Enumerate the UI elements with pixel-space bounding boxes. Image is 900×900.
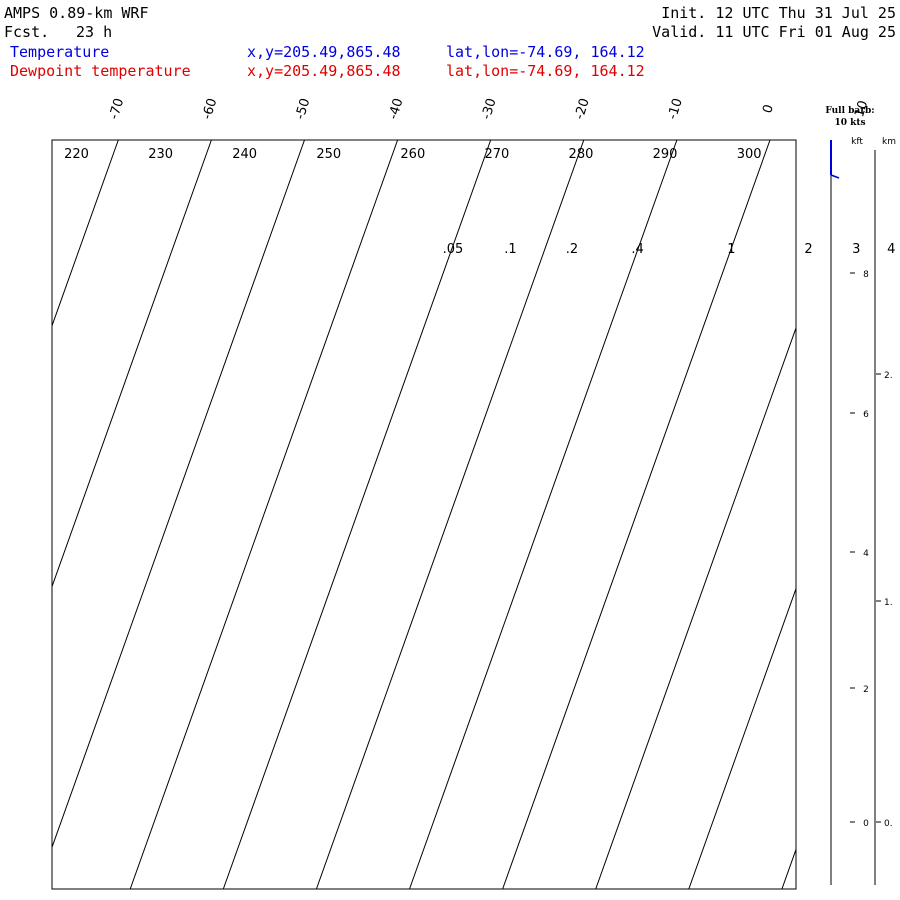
theta-label: 250 [316,147,341,162]
kft-tick-label: 0 [863,819,869,829]
kft-label: kft [851,137,863,147]
theta-label: 240 [232,147,257,162]
theta-label: 230 [148,147,173,162]
kft-tick-label: 2 [863,685,869,695]
mixing-ratio-label: .4 [631,242,643,257]
height-axis: 8 6 4 2 0 2. 1. 0. [850,150,893,885]
isotherm-line [52,140,119,328]
isotherm-label: -30 [479,97,500,122]
mixing-ratio-label: 4 [887,242,895,257]
barb-key-flag [830,174,840,179]
isotherm-line [129,140,399,889]
isotherm-line [222,140,492,889]
barb-key-line1: Full barb: [825,106,874,116]
mixing-ratio-label: 3 [852,242,860,257]
km-tick-label: 2. [884,371,893,381]
mixing-ratio-label: .05 [443,242,464,257]
theta-label: 270 [484,147,509,162]
legend: Temperature x,y=205.49,865.48 lat,lon=-7… [10,43,645,80]
legend-dewpoint-latlon: lat,lon=-74.69, 164.12 [446,62,645,80]
kft-tick-label: 6 [863,410,869,420]
theta-label: 280 [569,147,594,162]
theta-label: 220 [64,147,89,162]
legend-dewpoint: Dewpoint temperature [10,62,191,80]
legend-dewpoint-xy: x,y=205.49,865.48 [247,62,401,80]
isotherm-line [315,140,585,889]
isotherm-label: -70 [107,97,128,122]
isotherm-line [0,140,25,889]
isotherm-label: -20 [572,97,593,122]
plot-frame [51,139,797,890]
isotherm-line [502,140,771,889]
fcst-value: 23 h [76,23,112,41]
legend-temperature: Temperature [10,43,109,61]
isotherm-line [595,326,796,889]
kft-tick-label: 4 [863,549,869,559]
legend-temperature-xy: x,y=205.49,865.48 [247,43,401,61]
model-title: AMPS 0.89-km WRF [4,4,149,22]
isotherm-label: -60 [200,97,221,122]
isotherm-label: -10 [665,97,686,122]
wind-barb-layer [830,140,840,885]
label-layer: 7008009001000-70-60-50-40-30-20-10010220… [64,97,895,257]
init-time: Init. 12 UTC Thu 31 Jul 25 [661,4,896,22]
isotherm-label: 10 [852,99,871,119]
mixing-ratio-label: .2 [566,242,578,257]
km-tick-label: 1. [884,598,893,608]
isotherm-line [781,848,796,889]
theta-label: 290 [653,147,678,162]
isotherm-line [52,140,212,588]
fcst-label: Fcst. [4,23,49,41]
mixing-ratio-label: .1 [504,242,516,257]
mixing-ratio-label: 2 [804,242,812,257]
km-label: km [882,137,896,147]
isotherm-line [52,140,305,849]
valid-time: Valid. 11 UTC Fri 01 Aug 25 [652,23,896,41]
isotherm-label: -50 [293,97,314,122]
km-tick-label: 0. [884,819,893,829]
barb-key-line2: 10 kts [834,118,865,128]
mixing-ratio-label: 1 [727,242,735,257]
isotherm-line [409,140,678,889]
isotherm-label: 0 [760,103,777,115]
isotherm-line [688,587,796,889]
isotherm-label: -40 [386,97,407,122]
theta-label: 300 [737,147,762,162]
legend-temperature-latlon: lat,lon=-74.69, 164.12 [446,43,645,61]
theta-label: 260 [400,147,425,162]
kft-tick-label: 8 [863,270,869,280]
